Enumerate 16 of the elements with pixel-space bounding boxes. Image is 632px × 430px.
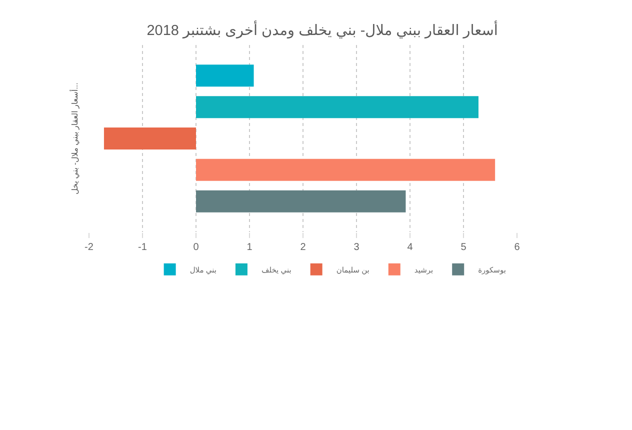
x-tick-label: 5: [460, 242, 467, 253]
x-tick-label: 2: [300, 242, 306, 253]
x-tick-label: 6: [514, 242, 520, 253]
bar: [104, 128, 196, 150]
x-tick-label: 1: [246, 242, 253, 253]
x-tick-label: -2: [84, 242, 94, 253]
x-tick-label: 0: [193, 242, 200, 253]
x-tick-label: 3: [354, 242, 360, 253]
x-tick-label: -1: [138, 242, 148, 253]
bar: [196, 158, 496, 181]
chart-title: أسعار العقار ببني ملال- بني يخلف ومدن أخرى بشتنبر 2018: [146, 20, 498, 40]
bar: [196, 96, 478, 118]
x-tick-label: 4: [407, 242, 414, 253]
bar: [196, 64, 254, 87]
y-axis-title: أسعار العقار ببني ملال- بني يخل...: [70, 82, 80, 194]
bar: [196, 190, 406, 212]
